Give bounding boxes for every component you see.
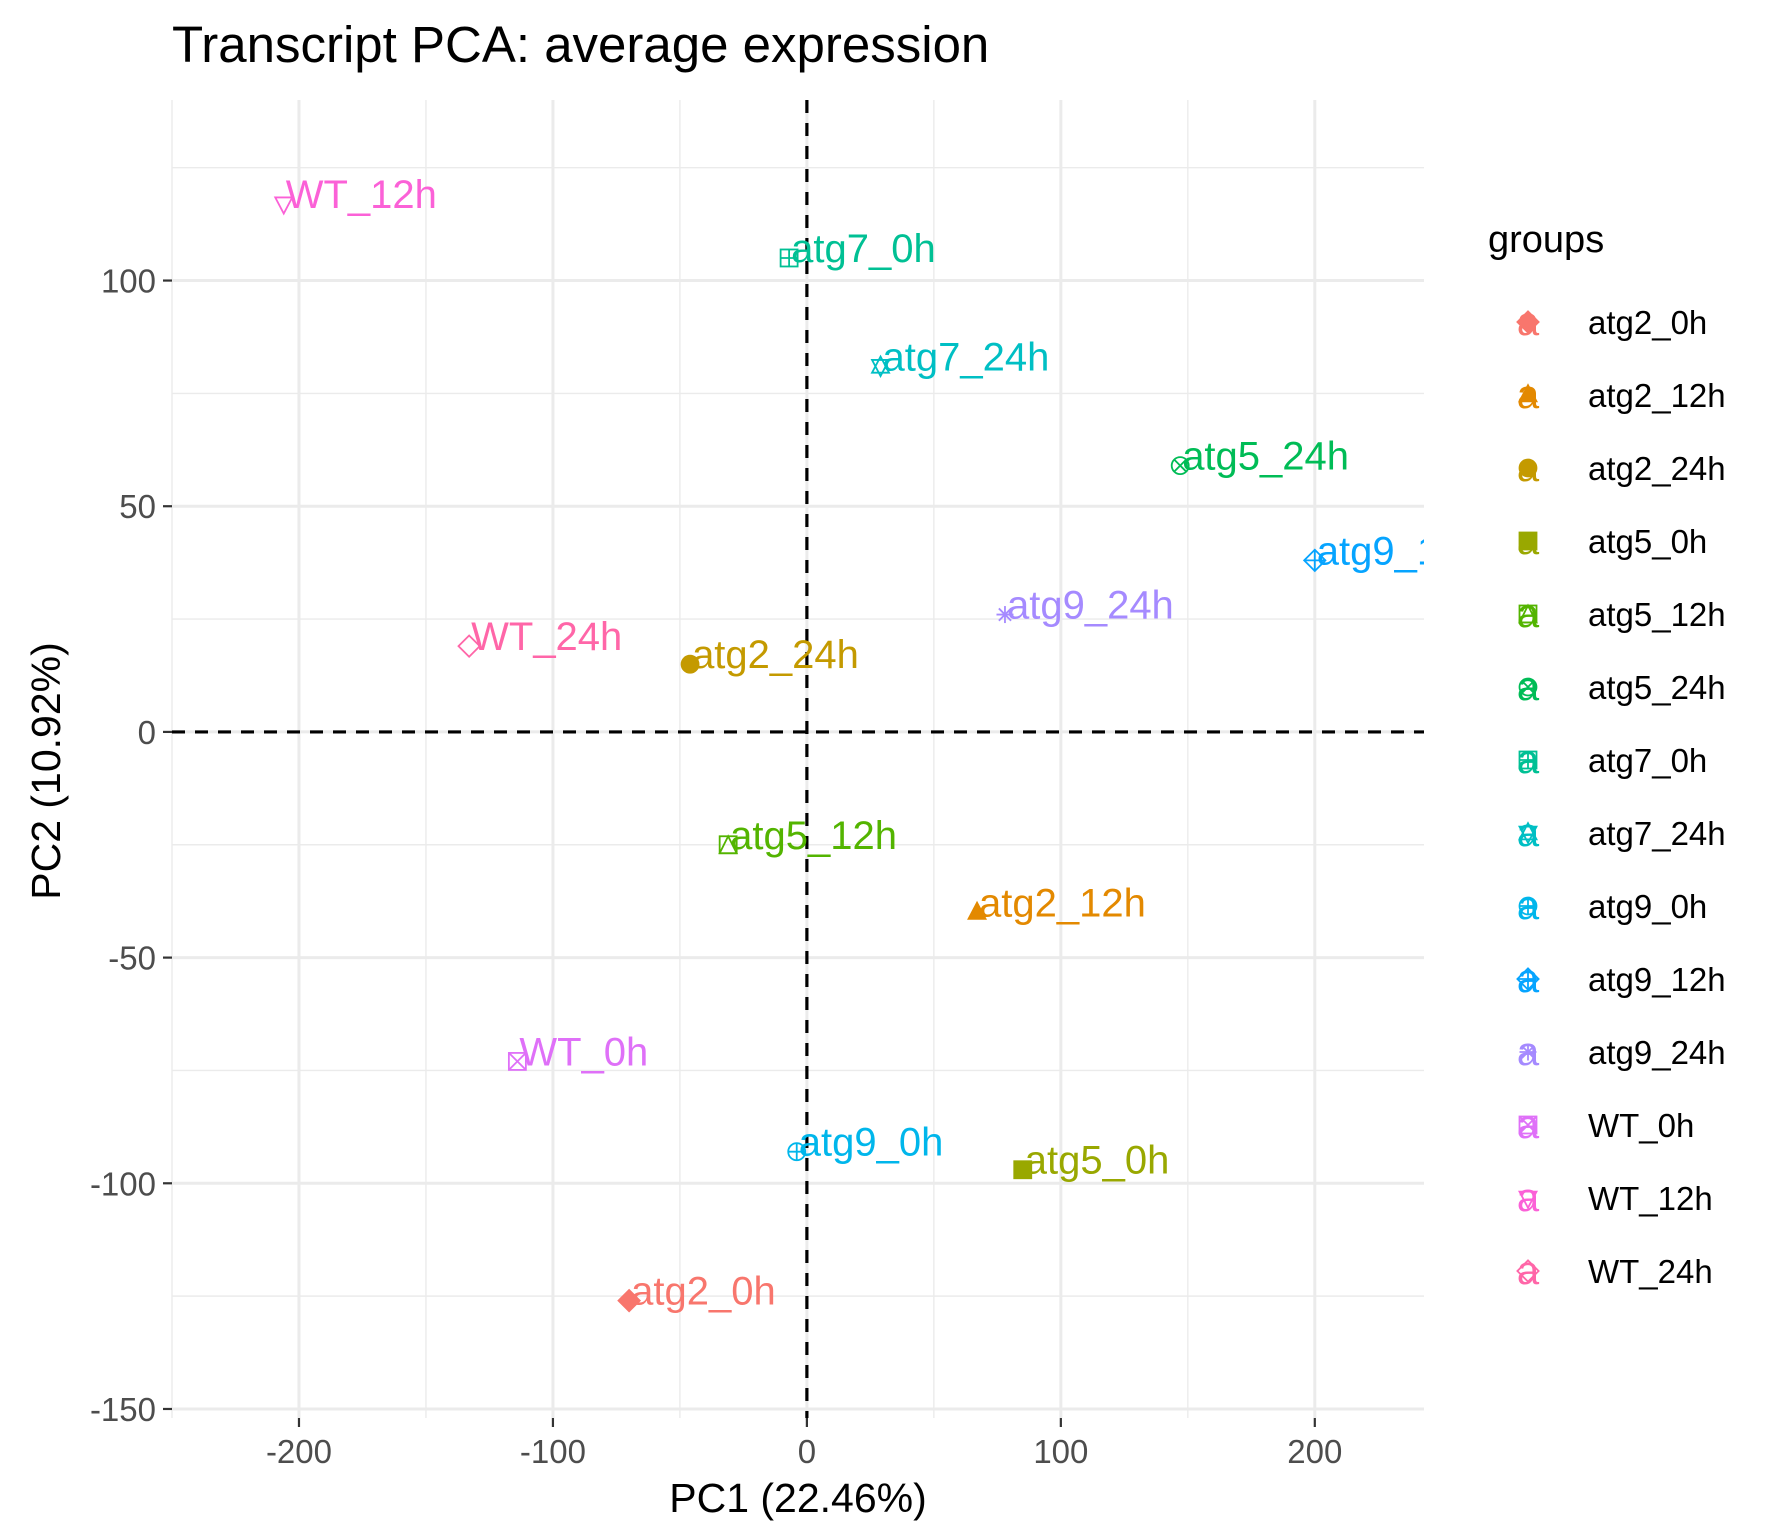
point-atg9_24h <box>996 606 1014 624</box>
point-label: atg9_24h <box>1007 584 1174 628</box>
legend-label: WT_12h <box>1588 1180 1713 1217</box>
legend-key: a <box>1517 1103 1540 1147</box>
y-tick-label: 0 <box>138 714 156 751</box>
point-atg7_0h <box>779 248 799 268</box>
x-tick-label: 100 <box>1033 1433 1088 1470</box>
legend-key: a <box>1517 519 1540 563</box>
svg-text:a: a <box>1517 592 1540 636</box>
y-axis-label: PC2 (10.92%) <box>23 642 69 900</box>
legend-key: a <box>1516 957 1540 1001</box>
legend: groups aatg2_0haatg2_12haatg2_24haatg5_0… <box>1488 219 1726 1293</box>
point-atg2_12h <box>967 900 988 920</box>
legend-title: groups <box>1488 219 1604 261</box>
legend-key: a <box>1517 738 1540 782</box>
point-label: atg2_24h <box>692 633 859 677</box>
legend-label: WT_0h <box>1588 1107 1694 1144</box>
point-label: atg7_24h <box>883 335 1050 379</box>
point-WT_0h <box>507 1052 527 1071</box>
point-WT_12h <box>273 196 294 216</box>
legend-label: atg7_0h <box>1588 742 1707 779</box>
y-tick-label: -50 <box>108 940 156 977</box>
x-tick-label: 200 <box>1287 1433 1342 1470</box>
legend-label: atg5_12h <box>1588 596 1726 633</box>
legend-key: a <box>1517 665 1540 709</box>
point-label: atg5_0h <box>1025 1139 1170 1183</box>
svg-text:a: a <box>1517 1249 1540 1293</box>
legend-label: atg9_24h <box>1588 1034 1726 1071</box>
legend-label: atg2_0h <box>1588 304 1707 341</box>
point-label: atg7_0h <box>791 227 936 271</box>
point-atg5_24h <box>1170 456 1190 476</box>
legend-key: a <box>1516 300 1540 344</box>
legend-label: atg5_0h <box>1588 523 1707 560</box>
point-label: atg5_12h <box>730 814 897 858</box>
y-tick-label: -100 <box>90 1165 156 1202</box>
data-points: atg2_0hatg2_12hatg2_24hatg5_0hatg5_12hat… <box>273 173 1484 1314</box>
y-tick-label: 50 <box>119 488 156 525</box>
point-label: WT_24h <box>471 615 622 659</box>
y-tick-label: -150 <box>90 1391 156 1428</box>
y-tick-label: 100 <box>101 263 156 300</box>
legend-label: atg9_12h <box>1588 961 1726 998</box>
axes: -200 -100 0 100 200 -150 -100 -50 0 50 100 <box>90 263 1342 1470</box>
point-atg2_0h <box>617 1288 642 1313</box>
legend-key: a <box>1517 446 1540 490</box>
legend-key: a <box>1516 1249 1540 1293</box>
point-atg9_12h <box>1302 548 1327 573</box>
point-atg7_24h <box>870 354 891 379</box>
legend-label: atg2_24h <box>1588 450 1726 487</box>
point-atg5_12h <box>718 834 739 855</box>
point-label: atg9_12h <box>1317 529 1484 573</box>
legend-key: a <box>1517 592 1540 636</box>
x-tick-label: -100 <box>520 1433 586 1470</box>
legend-key: a <box>1517 373 1540 417</box>
legend-label: atg2_12h <box>1588 377 1726 414</box>
point-atg2_24h <box>680 654 700 674</box>
point-label: atg9_0h <box>799 1121 944 1165</box>
point-WT_24h <box>457 634 482 659</box>
point-label: atg5_24h <box>1182 435 1349 479</box>
point-label: atg2_0h <box>631 1270 776 1314</box>
x-tick-label: -200 <box>266 1433 332 1470</box>
legend-key: a <box>1517 884 1540 928</box>
point-label: WT_12h <box>286 173 437 217</box>
legend-key: a <box>1517 1176 1540 1220</box>
legend-key: a <box>1517 811 1540 855</box>
point-label: atg2_12h <box>979 881 1146 925</box>
legend-label: atg5_24h <box>1588 669 1726 706</box>
point-atg5_0h <box>1013 1160 1033 1180</box>
reference-lines <box>172 100 1424 1418</box>
svg-text:a: a <box>1517 811 1540 855</box>
point-atg9_0h <box>787 1142 807 1162</box>
chart-title: Transcript PCA: average expression <box>172 16 989 73</box>
legend-label: atg7_24h <box>1588 815 1726 852</box>
legend-label: WT_24h <box>1588 1253 1713 1290</box>
x-tick-label: 0 <box>798 1433 816 1470</box>
legend-key: a <box>1517 1030 1540 1074</box>
x-axis-label: PC1 (22.46%) <box>669 1475 927 1521</box>
svg-text:a: a <box>1517 1176 1540 1220</box>
legend-label: atg9_0h <box>1588 888 1707 925</box>
grid-lines <box>171 100 1424 1418</box>
point-label: WT_0h <box>519 1030 648 1074</box>
